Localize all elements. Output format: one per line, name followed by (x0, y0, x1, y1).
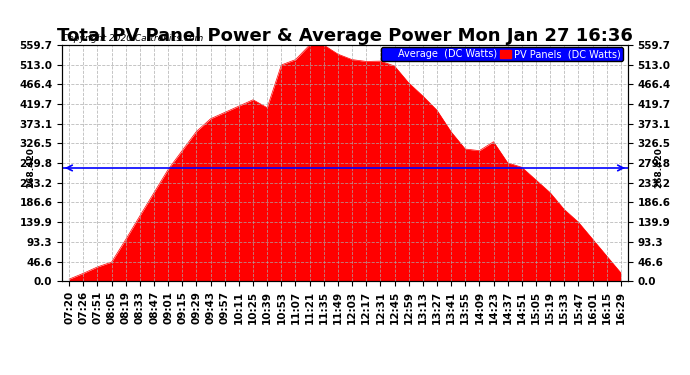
Text: Copyright 2020 Cartronics.com: Copyright 2020 Cartronics.com (62, 34, 204, 43)
Title: Total PV Panel Power & Average Power Mon Jan 27 16:36: Total PV Panel Power & Average Power Mon… (57, 27, 633, 45)
Text: 268.420: 268.420 (26, 147, 35, 188)
Legend: Average  (DC Watts), PV Panels  (DC Watts): Average (DC Watts), PV Panels (DC Watts) (381, 48, 623, 62)
Text: 268.420: 268.420 (655, 147, 664, 188)
